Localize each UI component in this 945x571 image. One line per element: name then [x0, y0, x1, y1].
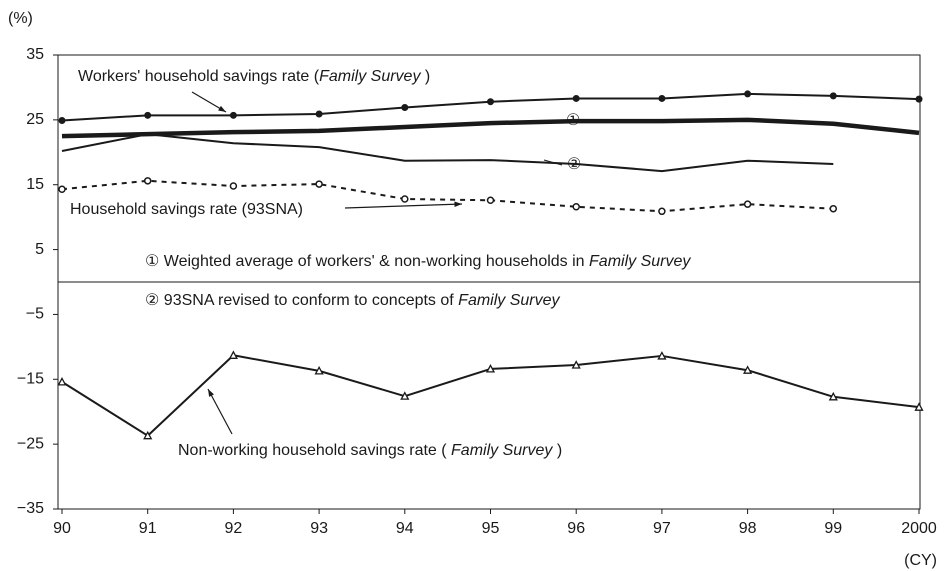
annotation: Household savings rate (93SNA) — [70, 201, 303, 218]
y-tick-label: 15 — [26, 176, 44, 193]
point — [58, 117, 66, 125]
annotation-part: Family Survey — [319, 68, 421, 85]
annotation-part: ① — [566, 112, 580, 129]
annotation-part: Family Survey — [458, 292, 560, 309]
point — [401, 104, 409, 112]
point — [315, 110, 323, 118]
x-tick-label: 98 — [739, 520, 757, 537]
y-tick-label: 5 — [35, 241, 44, 258]
point — [485, 364, 496, 373]
y-tick-label: −25 — [17, 435, 44, 452]
point — [658, 207, 666, 216]
point — [315, 180, 323, 188]
y-tick-label: −15 — [17, 371, 44, 388]
x-unit: (CY) — [904, 552, 937, 569]
point — [658, 94, 666, 102]
point — [228, 350, 238, 359]
point — [571, 360, 581, 369]
point — [401, 195, 409, 203]
x-tick-label: 92 — [225, 520, 243, 537]
x-tick-label: 2000 — [901, 520, 937, 537]
point — [744, 90, 752, 98]
point — [143, 177, 152, 185]
point — [314, 365, 324, 375]
y-tick-label: −35 — [17, 500, 44, 517]
annotation-part: ) — [552, 442, 562, 459]
y-tick-label: 25 — [26, 111, 44, 128]
x-tick-label: 93 — [310, 520, 328, 537]
annotation-part: Workers' household savings rate ( — [78, 68, 320, 85]
annotation: Workers' household savings rate (Family … — [78, 68, 430, 85]
arrow-head — [218, 105, 226, 112]
annotation-part: ② 93SNA revised to conform to concepts o… — [145, 292, 458, 309]
point — [143, 430, 153, 440]
arrow-head — [454, 201, 462, 207]
point — [829, 204, 838, 213]
x-tick-label: 97 — [653, 520, 671, 537]
annotation: ② 93SNA revised to conform to concepts o… — [145, 292, 561, 309]
annotation: Non-working household savings rate ( Fam… — [178, 442, 562, 459]
point — [914, 402, 924, 411]
arrow-head — [208, 389, 214, 397]
point — [572, 94, 580, 102]
point — [229, 111, 237, 119]
y-tick-label: 35 — [26, 46, 44, 63]
annotation-part: Family Survey — [589, 253, 691, 270]
y-unit: (%) — [8, 10, 33, 27]
leader — [543, 159, 563, 166]
leader — [344, 203, 463, 209]
point — [486, 196, 495, 205]
series-line — [61, 117, 920, 139]
x-tick-label: 91 — [139, 520, 157, 537]
annotation: ① — [566, 112, 580, 129]
point — [229, 182, 238, 190]
x-tick-label: 96 — [567, 520, 585, 537]
x-tick-label: 90 — [53, 520, 71, 537]
annotation-part: Household savings rate (93SNA) — [70, 201, 303, 218]
point — [743, 200, 752, 208]
point — [572, 203, 580, 211]
annotation-part: Family Survey — [451, 442, 553, 459]
annotation: ② — [567, 156, 581, 173]
leader — [207, 388, 233, 435]
annotation-part: ② — [567, 156, 581, 173]
point — [657, 351, 667, 360]
point — [743, 365, 753, 374]
y-tick-label: −5 — [26, 306, 44, 323]
point — [487, 98, 494, 106]
series-line — [61, 133, 834, 173]
series-line — [61, 92, 920, 122]
x-tick-label: 94 — [396, 520, 414, 537]
point — [58, 185, 66, 194]
point — [144, 111, 152, 119]
x-tick-label: 99 — [824, 520, 842, 537]
point — [828, 391, 838, 401]
annotation-part: ) — [420, 68, 430, 85]
point — [829, 92, 837, 100]
annotation: ① Weighted average of workers' & non-wor… — [145, 253, 691, 270]
annotation-part: Non-working household savings rate ( — [178, 442, 451, 459]
point — [915, 95, 923, 103]
annotation-part: ① Weighted average of workers' & non-wor… — [145, 253, 589, 270]
point — [57, 377, 67, 386]
x-tick-label: 95 — [482, 520, 500, 537]
point — [400, 391, 410, 400]
